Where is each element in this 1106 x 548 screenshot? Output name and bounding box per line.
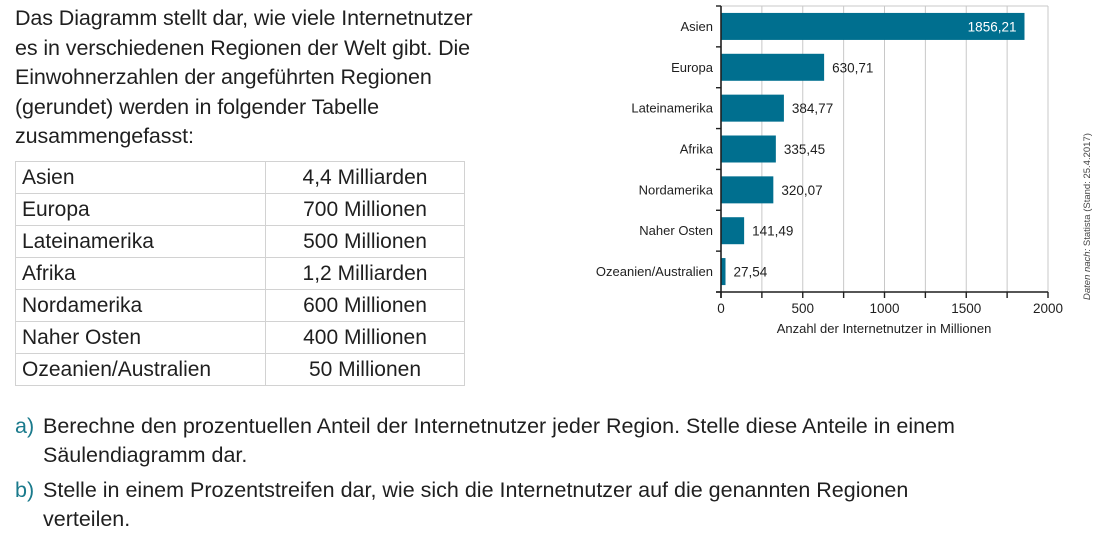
task-list: a) Berechne den prozentuellen Anteil der…	[15, 412, 1095, 540]
category-label: Lateinamerika	[631, 101, 713, 116]
task-label: a)	[15, 414, 35, 438]
data-label: 384,77	[792, 101, 833, 116]
bar	[721, 258, 726, 286]
region-cell: Nordamerika	[15, 289, 266, 322]
population-cell: 1,2 Milliarden	[265, 257, 465, 290]
intro-text: Das Diagramm stellt dar, wie viele Inter…	[15, 4, 545, 152]
region-cell: Asien	[15, 161, 266, 194]
x-tick-label: 1500	[951, 301, 981, 316]
bar	[721, 135, 776, 163]
region-cell: Naher Osten	[15, 321, 266, 354]
table-row: Nordamerika 600 Millionen	[15, 289, 465, 322]
population-cell: 50 Millionen	[265, 353, 465, 386]
region-cell: Afrika	[15, 257, 266, 290]
region-cell: Lateinamerika	[15, 225, 266, 258]
x-axis-label: Anzahl der Internetnutzer in Millionen	[777, 321, 992, 336]
table-row: Europa 700 Millionen	[15, 193, 465, 226]
region-cell: Ozeanien/Australien	[15, 353, 266, 386]
table-row: Ozeanien/Australien 50 Millionen	[15, 353, 465, 386]
source-note-text: Statista (Stand: 25.4.2017)	[1082, 133, 1093, 247]
bar-layer	[721, 12, 1025, 286]
bar	[721, 53, 825, 81]
category-label: Naher Osten	[639, 223, 713, 238]
source-note-prefix: Daten nach:	[1082, 248, 1093, 300]
category-label: Europa	[671, 60, 714, 75]
data-label: 27,54	[734, 265, 768, 280]
category-label: Nordamerika	[639, 182, 714, 197]
intro-line: Das Diagramm stellt dar, wie viele Inter…	[15, 6, 473, 30]
table-row: Naher Osten 400 Millionen	[15, 321, 465, 354]
x-tick-label: 500	[791, 301, 814, 316]
task-text-line: Berechne den prozentuellen Anteil der In…	[43, 414, 955, 438]
intro-line: es in verschiedenen Regionen der Welt gi…	[15, 35, 471, 60]
data-label: 1856,21	[968, 19, 1017, 34]
source-note: Daten nach: Statista (Stand: 25.4.2017)	[1082, 133, 1093, 300]
table-row: Afrika 1,2 Milliarden	[15, 257, 465, 290]
x-tick-label: 1000	[869, 301, 899, 316]
data-label: 335,45	[784, 142, 825, 157]
grid-layer	[721, 5, 1049, 292]
task-b: b) Stelle in einem Prozentstreifen dar, …	[15, 476, 1095, 534]
task-text-line: Stelle in einem Prozentstreifen dar, wie…	[43, 478, 909, 502]
intro-line: (gerundet) werden in folgender Tabelle	[15, 94, 379, 119]
data-label: 141,49	[752, 224, 793, 239]
population-table: Asien 4,4 Milliarden Europa 700 Millionen …	[15, 161, 465, 386]
x-tick-label: 2000	[1033, 301, 1063, 316]
task-text-line: Säulendiagramm dar.	[43, 443, 248, 467]
task-label: b)	[15, 478, 35, 502]
category-label: Afrika	[680, 142, 714, 157]
task-a: a) Berechne den prozentuellen Anteil der…	[15, 412, 1095, 470]
population-cell: 700 Millionen	[265, 193, 465, 226]
bar	[721, 176, 774, 204]
data-label: 630,71	[832, 60, 873, 75]
population-cell: 600 Millionen	[265, 289, 465, 322]
data-label: 320,07	[781, 183, 822, 198]
bar	[721, 94, 784, 122]
bar	[721, 217, 745, 245]
intro-line: Einwohnerzahlen der angeführten Regionen	[15, 65, 432, 89]
population-cell: 400 Millionen	[265, 321, 465, 354]
category-label: Ozeanien/Australien	[596, 264, 713, 279]
region-cell: Europa	[15, 193, 266, 226]
axis-layer: Asien 1856,21 Europa 630,71 Lateinamerika 384…	[596, 5, 1063, 316]
intro-line: zusammengefasst:	[15, 124, 194, 148]
bar	[721, 12, 1025, 40]
table-row: Lateinamerika 500 Millionen	[15, 225, 465, 258]
task-text-line: verteilen.	[43, 507, 131, 531]
category-label: Asien	[680, 19, 713, 34]
x-tick-label: 0	[717, 301, 725, 316]
